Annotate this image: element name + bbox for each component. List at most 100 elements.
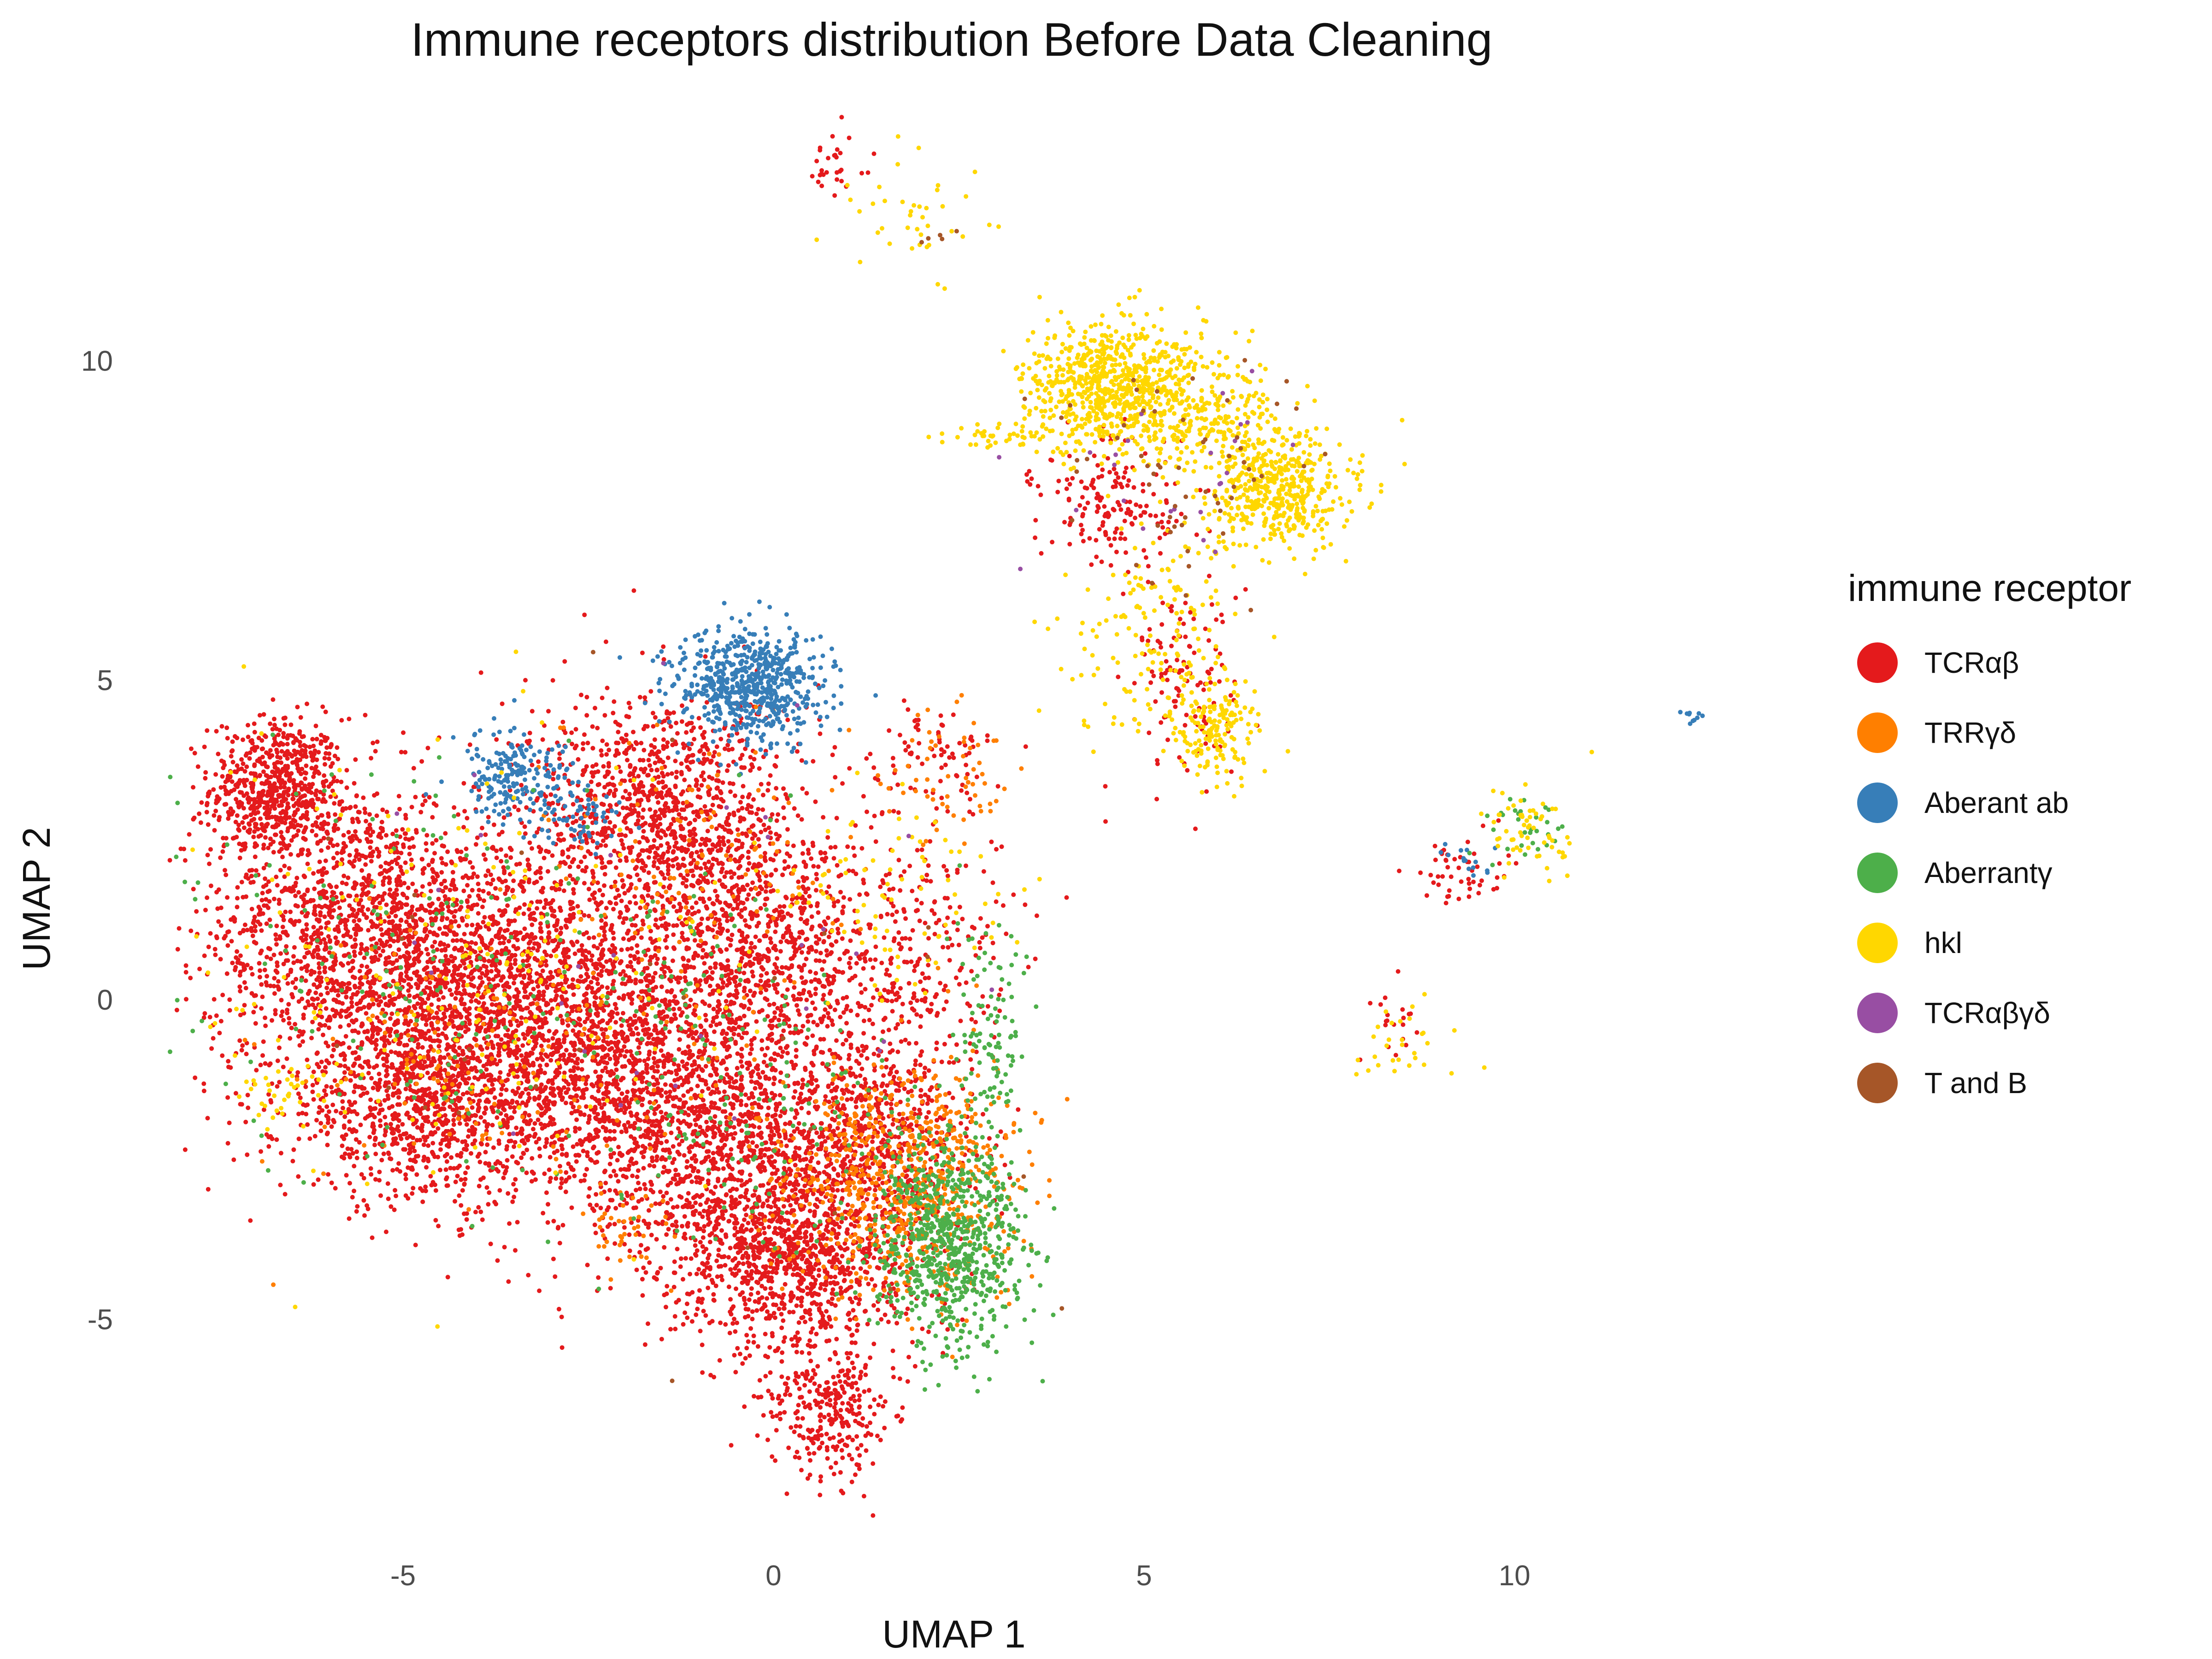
data-point (271, 742, 276, 747)
data-point (443, 862, 448, 867)
data-point (349, 995, 354, 1000)
data-point (247, 822, 252, 827)
data-point (203, 907, 208, 912)
data-point (447, 908, 452, 913)
data-point (369, 1076, 374, 1081)
data-point (247, 868, 252, 873)
data-point (474, 927, 479, 932)
data-point (384, 809, 389, 814)
data-point (227, 997, 232, 1002)
data-point (549, 974, 554, 979)
data-point (404, 944, 409, 949)
data-point (390, 831, 395, 836)
data-point (213, 953, 218, 957)
data-point (630, 1088, 635, 1093)
data-point (439, 1076, 444, 1081)
data-point (442, 878, 447, 883)
data-point (318, 955, 323, 960)
data-point (394, 861, 400, 866)
data-point (266, 946, 271, 951)
data-point (525, 1072, 530, 1077)
data-point (571, 1028, 576, 1033)
data-point (429, 1059, 434, 1065)
data-point (379, 927, 383, 932)
data-point (355, 1204, 360, 1209)
data-point (408, 924, 413, 929)
data-point (302, 770, 307, 775)
data-point (409, 857, 414, 862)
data-point (556, 1224, 561, 1230)
data-point (374, 950, 379, 955)
data-point (218, 923, 224, 928)
data-point (398, 882, 403, 888)
data-point (455, 849, 460, 854)
data-point (441, 995, 446, 1000)
data-point (433, 1188, 438, 1193)
data-point (248, 966, 253, 971)
data-point (332, 801, 337, 806)
data-point (276, 794, 282, 799)
data-point (314, 757, 319, 762)
data-point (269, 1100, 274, 1105)
data-point (340, 880, 345, 885)
data-point (432, 851, 437, 856)
data-point (255, 919, 260, 924)
data-point (347, 1155, 353, 1159)
data-point (305, 999, 310, 1004)
data-point (494, 1115, 500, 1120)
data-point (401, 893, 406, 898)
data-point (398, 865, 403, 870)
data-point (469, 940, 474, 945)
data-point (374, 1027, 379, 1032)
data-point (512, 930, 517, 935)
data-point (518, 1021, 524, 1026)
data-point (625, 907, 630, 912)
data-point (470, 888, 475, 893)
data-point (536, 1096, 541, 1101)
data-point (497, 908, 502, 913)
data-point (468, 959, 473, 965)
data-point (291, 954, 296, 959)
data-point (394, 1194, 399, 1199)
data-point (426, 1029, 431, 1034)
data-point (540, 968, 545, 973)
data-point (298, 715, 303, 720)
data-point (334, 979, 339, 984)
data-point (371, 1130, 376, 1135)
data-point (388, 1122, 393, 1127)
data-point (242, 847, 247, 852)
data-point (367, 993, 372, 998)
data-point (359, 947, 364, 952)
data-point (282, 785, 287, 790)
data-point (332, 1014, 337, 1019)
data-point (424, 841, 429, 846)
data-point (305, 888, 310, 894)
data-point (301, 1030, 306, 1035)
data-point (395, 1020, 400, 1025)
data-point (420, 802, 425, 807)
data-point (370, 1235, 375, 1240)
data-point (242, 922, 247, 927)
data-point (278, 1151, 283, 1156)
data-point (226, 810, 231, 815)
data-point (279, 830, 283, 835)
data-point (510, 974, 515, 979)
data-point (322, 965, 327, 970)
data-point (407, 852, 412, 857)
data-point (346, 875, 351, 880)
data-point (464, 1122, 469, 1127)
data-point (281, 735, 286, 739)
data-point (213, 808, 218, 813)
data-point (304, 927, 309, 932)
data-point (241, 965, 247, 970)
data-point (379, 819, 384, 824)
data-point (271, 983, 276, 988)
data-point (440, 1138, 445, 1143)
data-point (251, 803, 256, 808)
data-point (376, 957, 381, 962)
data-point (231, 915, 236, 920)
data-point (457, 1121, 462, 1126)
data-point (483, 946, 488, 951)
data-point (327, 882, 332, 888)
data-point (272, 896, 276, 901)
